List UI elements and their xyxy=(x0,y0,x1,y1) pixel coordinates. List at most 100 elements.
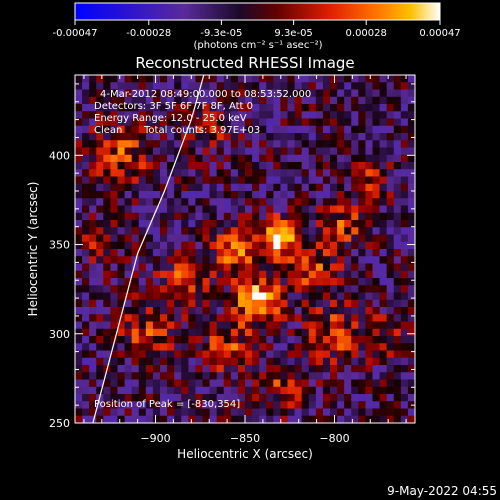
heatmap-cell xyxy=(230,191,239,199)
heatmap-cell xyxy=(145,96,154,105)
heatmap-cell xyxy=(266,249,274,257)
heatmap-cell xyxy=(344,220,352,228)
heatmap-cell xyxy=(230,212,239,221)
heatmap-cell xyxy=(372,307,380,315)
heatmap-cell xyxy=(181,220,189,228)
heatmap-cell xyxy=(294,89,303,98)
heatmap-cell xyxy=(337,220,345,228)
heatmap-cell xyxy=(195,198,203,206)
heatmap-cell xyxy=(167,415,175,423)
heatmap-cell xyxy=(195,386,203,395)
heatmap-cell xyxy=(280,328,288,337)
heatmap-cell xyxy=(280,321,288,330)
heatmap-cell xyxy=(365,133,373,141)
heatmap-cell xyxy=(322,285,331,293)
heatmap-cell xyxy=(131,270,140,279)
heatmap-cell xyxy=(287,227,295,235)
heatmap-cell xyxy=(124,82,133,90)
heatmap-cell xyxy=(386,96,395,105)
heatmap-cell xyxy=(223,394,232,402)
heatmap-cell xyxy=(110,314,118,322)
heatmap-cell xyxy=(315,321,324,330)
heatmap-cell xyxy=(174,234,182,243)
heatmap-cell xyxy=(358,147,366,156)
heatmap-cell xyxy=(202,140,210,148)
heatmap-cell xyxy=(230,176,239,185)
heatmap-cell xyxy=(252,307,260,315)
heatmap-cell xyxy=(245,104,253,112)
heatmap-cell xyxy=(230,118,239,127)
heatmap-cell xyxy=(287,365,295,373)
heatmap-cell xyxy=(82,82,90,90)
heatmap-cell xyxy=(386,212,395,221)
heatmap-cell xyxy=(75,154,83,163)
heatmap-cell xyxy=(245,379,253,388)
heatmap-cell xyxy=(103,321,111,330)
heatmap-cell xyxy=(89,96,97,105)
heatmap-cell xyxy=(372,343,380,351)
heatmap-cell xyxy=(400,394,409,402)
heatmap-cell xyxy=(273,408,281,417)
heatmap-cell xyxy=(322,191,331,199)
heatmap-cell xyxy=(216,415,225,423)
heatmap-cell xyxy=(237,220,246,228)
heatmap-cell xyxy=(138,328,147,337)
heatmap-cell xyxy=(117,111,125,119)
heatmap-cell xyxy=(110,220,118,228)
heatmap-cell xyxy=(386,357,395,366)
heatmap-cell xyxy=(89,336,97,344)
heatmap-cell xyxy=(103,241,111,250)
heatmap-cell xyxy=(89,241,97,250)
heatmap-cell xyxy=(124,350,133,359)
heatmap-cell xyxy=(174,394,182,402)
heatmap-cell xyxy=(230,357,239,366)
heatmap-cell xyxy=(75,365,83,373)
heatmap-cell xyxy=(152,285,161,293)
heatmap-cell xyxy=(337,386,345,395)
heatmap-cell xyxy=(252,386,260,395)
heatmap-cell xyxy=(195,292,203,301)
heatmap-cell xyxy=(75,220,83,228)
heatmap-cell xyxy=(280,336,288,344)
heatmap-cell xyxy=(82,205,90,214)
heatmap-cell xyxy=(245,162,253,170)
heatmap-cell xyxy=(301,285,310,293)
heatmap-cell xyxy=(181,212,189,221)
heatmap-cell xyxy=(216,270,225,279)
heatmap-cell xyxy=(160,343,168,351)
heatmap-cell xyxy=(131,169,140,177)
heatmap-cell xyxy=(372,365,380,373)
heatmap-cell xyxy=(400,299,409,308)
heatmap-cell xyxy=(386,408,395,417)
heatmap-cell xyxy=(400,227,409,235)
heatmap-cell xyxy=(174,82,182,90)
heatmap-cell xyxy=(202,89,210,98)
heatmap-cell xyxy=(351,336,359,344)
heatmap-cell xyxy=(372,328,380,337)
heatmap-cell xyxy=(294,104,303,112)
heatmap-cell xyxy=(131,278,140,286)
heatmap-cell xyxy=(245,75,253,83)
heatmap-cell xyxy=(386,89,395,98)
heatmap-cell xyxy=(82,350,90,359)
heatmap-cell xyxy=(287,292,295,301)
heatmap-cell xyxy=(209,415,218,423)
heatmap-cell xyxy=(202,234,210,243)
heatmap-cell xyxy=(216,75,225,83)
heatmap-cell xyxy=(386,314,395,322)
x-axis: −900 −850 −800 xyxy=(83,75,407,445)
heatmap-cell xyxy=(152,394,161,402)
heatmap-cell xyxy=(152,198,161,206)
heatmap-cell xyxy=(82,256,90,264)
heatmap-cell xyxy=(322,408,331,417)
heatmap-cell xyxy=(315,169,324,177)
heatmap-cell xyxy=(167,198,175,206)
heatmap-cell xyxy=(103,343,111,351)
heatmap-cell xyxy=(216,299,225,308)
heatmap-cell xyxy=(167,176,175,185)
y-tick-label: 300 xyxy=(49,328,70,341)
heatmap-cell xyxy=(287,350,295,359)
heatmap-cell xyxy=(372,183,380,192)
heatmap-cell xyxy=(89,249,97,257)
heatmap-cell xyxy=(181,205,189,214)
